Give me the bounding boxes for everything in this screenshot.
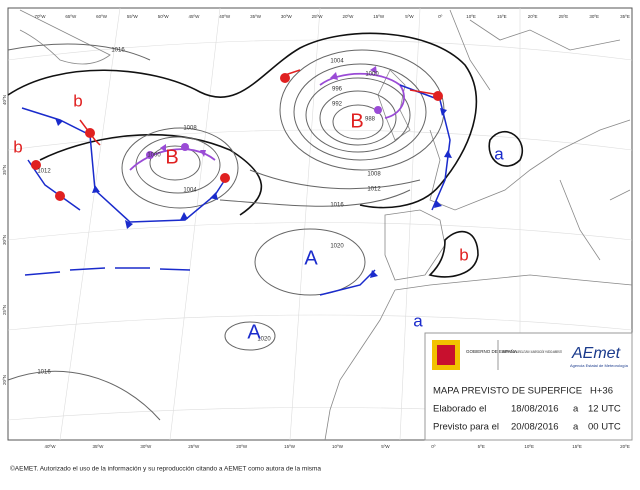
coordinate-label: 35ºE	[620, 14, 630, 19]
isobar-label: 1000	[365, 72, 379, 78]
coordinate-label: 5ºW	[405, 14, 414, 19]
coordinate-label: 40ºW	[45, 444, 57, 449]
coordinate-label: 5ºE	[478, 444, 485, 449]
coordinate-label: 40ºW	[219, 14, 231, 19]
low-center: B	[165, 146, 178, 168]
low-center: b	[13, 137, 22, 156]
isobar-label: 996	[332, 87, 343, 93]
coordinate-labels: 70ºW 65ºW 60ºW 55ºW 50ºW 45ºW 40ºW 35ºW 30ºW 25ºW…	[2, 14, 630, 449]
issued-date: 18/08/2016	[511, 404, 559, 415]
coordinate-label: 20ºW	[236, 444, 248, 449]
brand: AEmet	[571, 345, 621, 362]
isobar-label: 988	[365, 117, 376, 123]
coordinate-label: 10ºE	[466, 14, 476, 19]
coastlines	[19, 9, 633, 441]
low-center: b	[73, 91, 82, 110]
isobar-label: 1004	[183, 188, 197, 194]
low-center: b	[459, 245, 468, 264]
isobar-label: 1012	[37, 169, 51, 175]
coordinate-label: 60ºW	[96, 14, 108, 19]
isobar-label: 1012	[367, 187, 381, 193]
coordinate-label: 30ºE	[589, 14, 599, 19]
coordinate-label: 45ºW	[188, 14, 200, 19]
map-title: MAPA PREVISTO DE SUPERFICE	[433, 386, 582, 397]
legend: GOBIERNO DE ESPAÑA MINISTERIO DE AGRICUL…	[424, 332, 633, 441]
coordinate-label: 30ºN	[2, 235, 7, 245]
coordinate-label: 25ºW	[312, 14, 324, 19]
coordinate-label: 10ºW	[332, 444, 344, 449]
isobar-label: 1020	[257, 337, 271, 343]
isobar-label: 1000	[147, 153, 161, 159]
isobar-label: 1016	[37, 370, 51, 376]
high-center: A	[247, 321, 261, 343]
isobar-label: 1020	[330, 244, 344, 250]
coordinate-label: 20ºW	[342, 14, 354, 19]
coordinate-label: 25ºW	[188, 444, 200, 449]
gov-text: GOBIERNO DE ESPAÑA	[466, 348, 517, 354]
coordinate-label: 20ºE	[620, 444, 630, 449]
coordinate-label: 15ºW	[284, 444, 296, 449]
valid-time: 00 UTC	[588, 422, 621, 433]
coordinate-label: 25ºE	[559, 14, 569, 19]
brand-subtitle: Agencia Estatal de Meteorología	[570, 363, 629, 368]
issued-a: a	[573, 404, 579, 415]
isobar-label: 992	[332, 102, 343, 108]
coat-of-arms	[437, 345, 455, 365]
coordinate-label: 35ºN	[2, 165, 7, 175]
coordinate-label: 15ºW	[373, 14, 385, 19]
coordinate-label: 5ºW	[381, 444, 390, 449]
coordinate-label: 20ºE	[528, 14, 538, 19]
ministry-text: MINISTERIO DE AGRICULTURA Y ALIMENTACIÓN…	[502, 349, 562, 354]
coordinate-label: 10ºE	[524, 444, 534, 449]
coordinate-label: 15ºE	[497, 14, 507, 19]
coordinate-label: 0º	[431, 444, 436, 449]
coordinate-label: 40ºN	[2, 95, 7, 105]
isobar-label: 1016	[111, 48, 125, 54]
coordinate-label: 35ºW	[250, 14, 262, 19]
fronts	[21, 66, 452, 296]
coordinate-label: 20ºN	[2, 375, 7, 385]
low-center: B	[350, 110, 363, 132]
high-center: a	[413, 311, 423, 330]
valid-date: 20/08/2016	[511, 422, 559, 433]
coordinate-label: 65ºW	[65, 14, 77, 19]
coordinate-label: 25ºN	[2, 305, 7, 315]
lead-time: H+36	[590, 386, 613, 397]
issued-label: Elaborado el	[433, 404, 486, 415]
valid-a: a	[573, 422, 579, 433]
coordinate-label: 50ºW	[158, 14, 170, 19]
high-center: a	[494, 144, 504, 163]
coordinate-label: 35ºW	[92, 444, 104, 449]
isobars	[7, 32, 523, 421]
coordinate-label: 70ºW	[35, 14, 47, 19]
high-center: A	[304, 247, 318, 269]
coordinate-label: 15ºE	[572, 444, 582, 449]
coordinate-label: 30ºW	[281, 14, 293, 19]
isobar-label: 1008	[183, 126, 197, 132]
pressure-centers: b b B B A A a a b	[13, 91, 504, 343]
footer: ©AEMET. Autorizado el uso de la informac…	[10, 465, 321, 473]
isobar-label: 1008	[367, 172, 381, 178]
issued-time: 12 UTC	[588, 404, 621, 415]
coordinate-label: 0º	[438, 14, 443, 19]
coordinate-label: 30ºW	[140, 444, 152, 449]
isobar-labels: 1016 1008 1000 1004 1012 1004 1000 996 9…	[37, 48, 381, 376]
isobar-label: 1016	[330, 203, 344, 209]
isobar-label: 1004	[330, 59, 344, 65]
coordinate-label: 55ºW	[127, 14, 139, 19]
valid-label: Previsto para el	[433, 422, 499, 433]
